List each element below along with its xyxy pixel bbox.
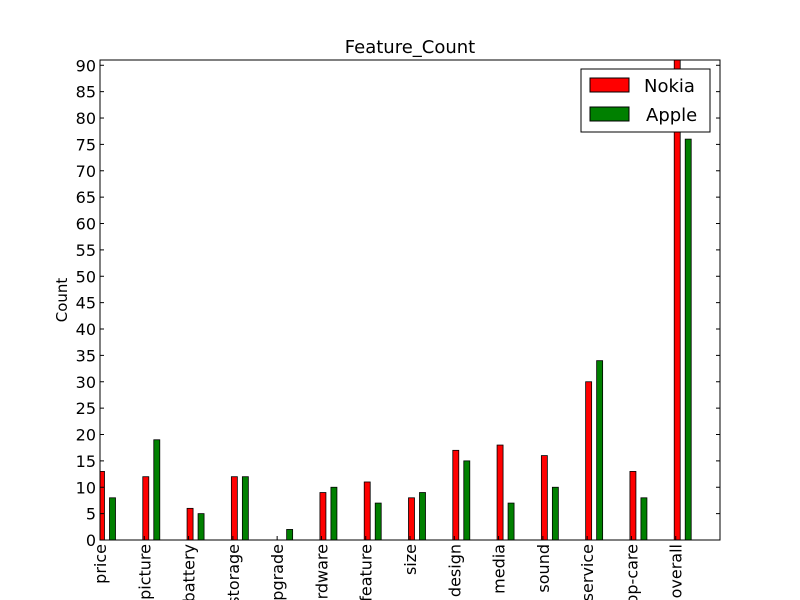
bar-apple-hardware: [330, 486, 338, 540]
x-tick-label-sound: sound: [534, 544, 553, 593]
bar-nokia-price: [100, 471, 105, 540]
bar-nokia-service: [585, 381, 593, 540]
x-tick-label-service: service: [578, 544, 597, 600]
bar-nokia-storage: [230, 476, 238, 540]
y-tick-label: 50: [76, 267, 96, 286]
y-tick-label: 80: [76, 109, 96, 128]
y-tick-label: 15: [76, 452, 96, 471]
bar-nokia-overall: [673, 60, 681, 540]
x-tick-label-storage: storage: [224, 544, 243, 600]
bar-nokia-size: [408, 497, 415, 540]
bar-nokia-hardware: [319, 492, 327, 540]
legend: Nokia Apple: [580, 68, 711, 133]
y-tick-label: 90: [76, 56, 96, 75]
bar-nokia-media: [496, 444, 504, 540]
y-axis: 0 5 10 15 20 25 30 35 40 45 50 55 60 65 70 75 80 85 90: [76, 56, 720, 550]
y-tick-label: 55: [76, 241, 96, 260]
legend-label-nokia: Nokia: [644, 76, 695, 97]
bar-apple-size: [419, 492, 426, 540]
y-tick-label: 0: [86, 531, 96, 550]
bar-nokia-battery: [186, 507, 194, 540]
bar-nokia-feature: [363, 481, 371, 540]
bar-nokia-app-care: [629, 471, 637, 540]
legend-swatch-nokia: [589, 77, 630, 93]
bar-apple-feature: [374, 502, 382, 540]
y-tick-label: 5: [86, 505, 96, 524]
y-tick-label: 65: [76, 188, 96, 207]
bar-apple-price: [109, 497, 116, 540]
x-tick-label-overall: overall: [667, 544, 686, 598]
bar-apple-overall: [684, 138, 692, 540]
bar-nokia-design: [452, 449, 460, 540]
y-tick-label: 75: [76, 135, 96, 154]
bar-apple-upgrade: [286, 529, 294, 540]
legend-label-apple: Apple: [646, 105, 697, 126]
bar-apple-battery: [197, 513, 205, 540]
y-tick-label: 20: [76, 426, 96, 445]
x-tick-label-app-care: app-care: [622, 544, 641, 600]
bar-nokia-picture: [142, 476, 150, 540]
y-axis-label: Count: [53, 278, 71, 323]
y-tick-label: 70: [76, 162, 96, 181]
bar-apple-picture: [153, 439, 161, 540]
x-tick-label-price: price: [91, 544, 110, 584]
bar-apple-storage: [241, 476, 249, 540]
bar-apple-app-care: [640, 497, 648, 540]
x-tick-label-media: media: [490, 544, 509, 594]
y-tick-label: 35: [76, 346, 96, 365]
y-tick-label: 10: [76, 478, 96, 497]
legend-swatch-apple: [589, 106, 630, 122]
y-tick-label: 30: [76, 373, 96, 392]
y-tick-label: 25: [76, 399, 96, 418]
y-tick-label: 40: [76, 320, 96, 339]
chart-title: Feature_Count: [345, 37, 475, 58]
x-tick-label-battery: battery: [180, 544, 199, 600]
y-tick-label: 45: [76, 294, 96, 313]
bar-apple-media: [507, 502, 515, 540]
x-tick-label-feature: feature: [357, 544, 376, 600]
x-tick-label-size: size: [401, 544, 420, 575]
x-axis: price picture battery storage upgrade hardwar…: [91, 536, 686, 600]
bar-apple-sound: [551, 486, 559, 540]
bar-apple-service: [596, 360, 604, 540]
bar-nokia-sound: [540, 455, 548, 540]
bar-apple-design: [463, 460, 471, 540]
x-tick-label-picture: picture: [135, 544, 154, 600]
y-tick-label: 60: [76, 215, 96, 234]
x-tick-label-design: design: [445, 544, 464, 597]
y-tick-label: 85: [76, 83, 96, 102]
x-tick-label-upgrade: upgrade: [268, 544, 287, 600]
bars-group: [100, 60, 692, 540]
x-tick-label-hardware: hardware: [312, 544, 331, 600]
